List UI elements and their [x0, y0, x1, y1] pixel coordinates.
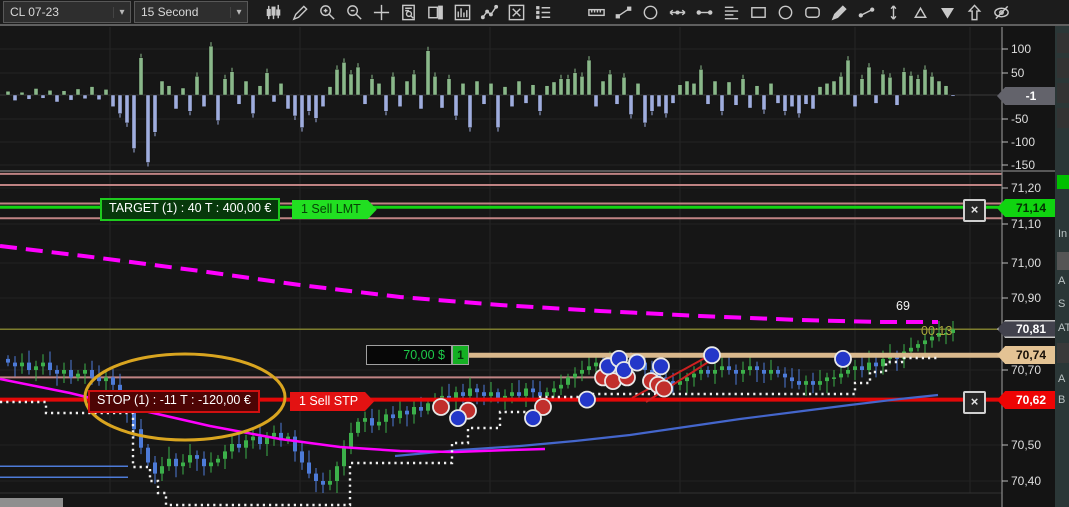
segment-icon[interactable] — [610, 1, 637, 23]
strip-buy-button[interactable] — [1057, 175, 1069, 189]
circle-icon[interactable] — [772, 1, 799, 23]
stop-order-label[interactable]: STOP (1) : -11 T : -120,00 € — [88, 390, 260, 413]
side-panel-fragment: AT — [1058, 322, 1069, 334]
swing-count-label: 69 — [896, 299, 910, 313]
crosshair-icon[interactable] — [368, 1, 395, 23]
svg-text:-100: -100 — [1011, 135, 1035, 149]
close-stop-order-icon[interactable]: × — [963, 391, 986, 414]
side-panel-fragment: In — [1058, 228, 1068, 240]
chart-trader-strip: In A S AT A B — [1055, 26, 1069, 507]
svg-text:70,70: 70,70 — [1011, 363, 1041, 377]
target-order-tag[interactable]: 1 Sell LMT — [292, 200, 377, 219]
stop-order-tag[interactable]: 1 Sell STP — [290, 392, 374, 411]
magenta-dashed-line — [0, 244, 938, 324]
triangle-down-icon[interactable] — [934, 1, 961, 23]
scrollbar-handle[interactable] — [0, 498, 63, 507]
strip-button[interactable] — [1057, 33, 1069, 53]
last-price-badge: 70,81 — [997, 320, 1060, 338]
side-panel-fragment: A — [1058, 275, 1066, 287]
svg-text:-150: -150 — [1011, 158, 1035, 172]
timeframe-dropdown[interactable]: 15 Second ▾ — [134, 1, 248, 23]
delta-histogram — [5, 42, 956, 167]
target-order-label[interactable]: TARGET (1) : 40 T : 400,00 € — [100, 198, 281, 221]
ellipse-outline-icon[interactable] — [637, 1, 664, 23]
marker-icon[interactable] — [826, 1, 853, 23]
ruler-icon[interactable] — [583, 1, 610, 23]
delta-value-badge: -1 — [997, 87, 1060, 105]
trailing-dotted-line — [0, 356, 938, 507]
highlight-ellipse — [83, 352, 287, 442]
toolbar-icons — [260, 1, 1015, 23]
timeframe-value: 15 Second — [141, 5, 199, 19]
chart-toolbar: CL 07-23 ▾ 15 Second ▾ — [0, 0, 1069, 26]
vertical-measure-icon[interactable] — [880, 1, 907, 23]
trend-line-icon[interactable] — [853, 1, 880, 23]
svg-text:70,40: 70,40 — [1011, 474, 1041, 488]
svg-text:100: 100 — [1011, 42, 1031, 56]
svg-text:71,00: 71,00 — [1011, 256, 1041, 270]
stop-price-badge[interactable]: 70,62 — [997, 391, 1060, 409]
side-panel-fragment: S — [1058, 298, 1066, 310]
strip-button[interactable] — [1057, 83, 1069, 103]
fib-levels-icon[interactable] — [718, 1, 745, 23]
strip-button[interactable] — [1057, 343, 1069, 363]
indicators-icon[interactable] — [449, 1, 476, 23]
axis-labels: 100 50 -50 -100 -150 71,20 71,10 71,00 70,90 70,7… — [1002, 42, 1041, 488]
extended-line-icon[interactable] — [664, 1, 691, 23]
instrument-value: CL 07-23 — [10, 5, 59, 19]
draw-pencil-icon[interactable] — [287, 1, 314, 23]
instrument-dropdown[interactable]: CL 07-23 ▾ — [3, 1, 131, 23]
bar-countdown-label: 00:13 — [921, 324, 953, 338]
ray-icon[interactable] — [691, 1, 718, 23]
position-qty-badge: 1 — [452, 345, 469, 365]
chevron-down-icon: ▾ — [230, 6, 247, 18]
line-chart-icon[interactable] — [476, 1, 503, 23]
zoom-in-icon[interactable] — [314, 1, 341, 23]
price-candles — [6, 320, 955, 494]
side-panel-fragment: B — [1058, 394, 1066, 406]
strip-button[interactable] — [1057, 252, 1069, 270]
svg-text:71,20: 71,20 — [1011, 181, 1041, 195]
svg-text:50: 50 — [1011, 66, 1025, 80]
trade-markers — [432, 346, 852, 428]
position-pnl-label: 70,00 $ — [366, 345, 452, 365]
svg-text:-50: -50 — [1011, 112, 1029, 126]
svg-text:70,50: 70,50 — [1011, 438, 1041, 452]
target-price-badge[interactable]: 71,14 — [997, 199, 1060, 217]
checklist-icon[interactable] — [530, 1, 557, 23]
zoom-out-icon[interactable] — [341, 1, 368, 23]
entry-price-badge: 70,74 — [997, 346, 1060, 364]
strip-button[interactable] — [1057, 108, 1069, 128]
close-target-order-icon[interactable]: × — [963, 199, 986, 222]
svg-text:71,10: 71,10 — [1011, 217, 1041, 231]
svg-text:70,90: 70,90 — [1011, 291, 1041, 305]
rounded-rect-icon[interactable] — [799, 1, 826, 23]
snapshot-icon[interactable] — [503, 1, 530, 23]
side-panel-fragment: A — [1058, 373, 1066, 385]
arrow-up-icon[interactable] — [961, 1, 988, 23]
blue-ma-line — [394, 393, 939, 458]
triangle-up-icon[interactable] — [907, 1, 934, 23]
chart-type-icon[interactable] — [260, 1, 287, 23]
strip-button[interactable] — [1057, 58, 1069, 78]
rectangle-icon[interactable] — [745, 1, 772, 23]
hide-drawings-icon[interactable] — [988, 1, 1015, 23]
data-box-icon[interactable] — [422, 1, 449, 23]
chevron-down-icon: ▾ — [113, 6, 130, 18]
data-window-icon[interactable] — [395, 1, 422, 23]
